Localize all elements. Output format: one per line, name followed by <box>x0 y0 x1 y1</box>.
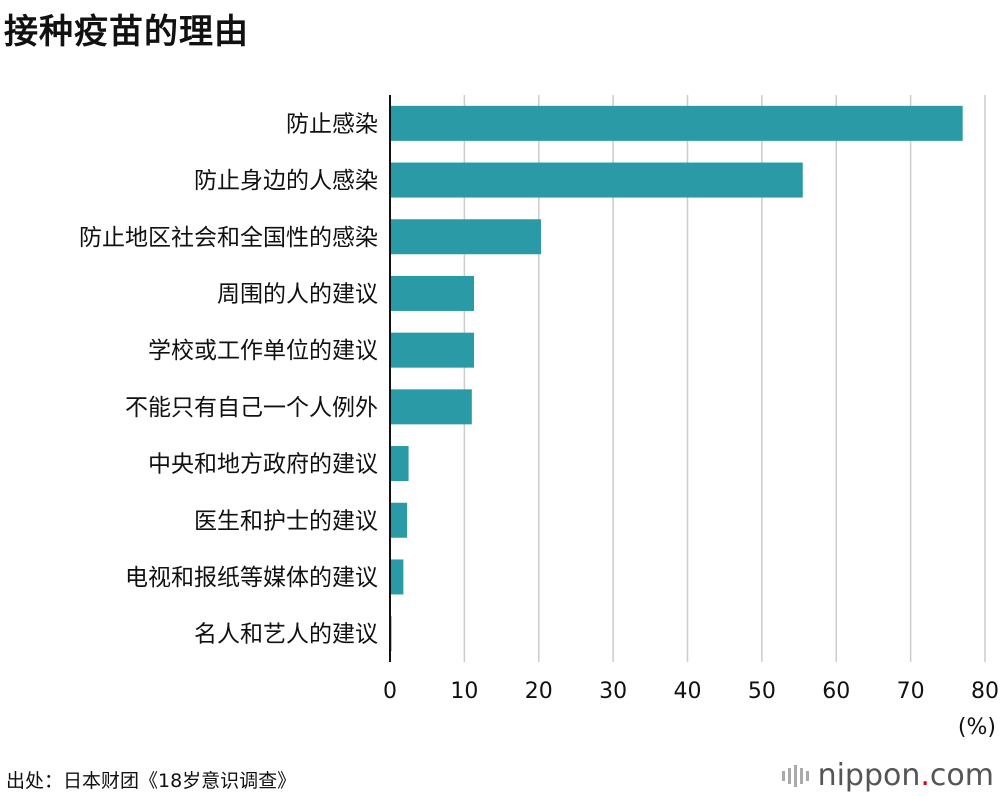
bar-3 <box>390 219 541 255</box>
category-label-1: 防止感染 <box>286 111 378 137</box>
bar-6 <box>390 389 472 425</box>
logo-name: nippon <box>817 758 921 793</box>
bar-9 <box>390 559 404 595</box>
x-tick-10: 10 <box>450 679 478 704</box>
x-tick-labels: 0 10 20 30 40 50 60 70 80 <box>383 679 999 704</box>
category-label-9: 电视和报纸等媒体的建议 <box>125 565 378 591</box>
category-label-7: 中央和地方政府的建议 <box>148 452 378 478</box>
bar-7 <box>390 446 409 482</box>
x-tick-40: 40 <box>674 679 702 704</box>
category-label-2: 防止身边的人感染 <box>194 168 378 194</box>
x-tick-0: 0 <box>383 679 397 704</box>
category-label-10: 名人和艺人的建议 <box>194 622 378 648</box>
category-label-6: 不能只有自己一个人例外 <box>125 395 378 421</box>
bars <box>390 105 963 652</box>
bar-1 <box>390 105 963 141</box>
category-label-5: 学校或工作单位的建议 <box>148 338 378 364</box>
x-tick-80: 80 <box>971 679 999 704</box>
logo-mark-icon <box>781 764 812 787</box>
bar-4 <box>390 275 475 311</box>
chart-title: 接种疫苗的理由 <box>4 12 249 52</box>
logo-suffix: com <box>929 758 994 793</box>
x-tick-50: 50 <box>748 679 776 704</box>
source-note: 出处：日本财团《18岁意识调查》 <box>6 770 297 792</box>
category-labels: 防止感染防止身边的人感染防止地区社会和全国性的感染周围的人的建议学校或工作单位的… <box>79 111 378 647</box>
x-tick-60: 60 <box>822 679 850 704</box>
x-tick-30: 30 <box>599 679 627 704</box>
bar-5 <box>390 332 475 368</box>
logo-dot: . <box>920 758 930 793</box>
category-label-3: 防止地区社会和全国性的感染 <box>79 225 378 251</box>
x-tick-20: 20 <box>525 679 553 704</box>
category-label-8: 医生和护士的建议 <box>194 508 378 534</box>
bar-8 <box>390 502 408 538</box>
x-tick-70: 70 <box>897 679 925 704</box>
nippon-logo: nippon. com <box>781 758 994 793</box>
bar-2 <box>390 162 803 198</box>
x-unit-label: (%) <box>958 715 996 740</box>
bar-chart: 防止感染防止身边的人感染防止地区社会和全国性的感染周围的人的建议学校或工作单位的… <box>79 95 999 740</box>
category-label-4: 周围的人的建议 <box>217 281 378 307</box>
